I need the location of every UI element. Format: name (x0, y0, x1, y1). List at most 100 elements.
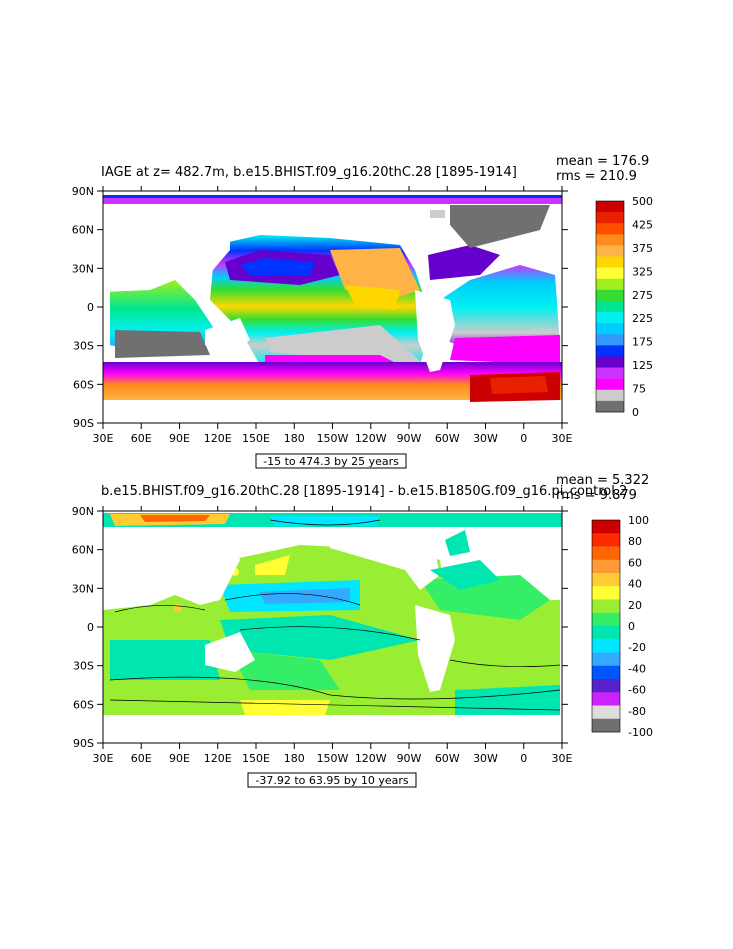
panel-1-y-axis: 90N 60N 30N 0 30S 60S 90S (72, 185, 568, 430)
colorbar-swatch (596, 400, 624, 413)
colorbar-swatch (596, 234, 624, 246)
panel-1-colorbar: 500 425 375 325 275 225 175 125 75 0 (595, 195, 653, 419)
x-tick-label: 60E (131, 752, 152, 765)
colorbar-label: 40 (628, 578, 642, 591)
y-tick-label: 90S (73, 417, 94, 430)
colorbar-label: 325 (632, 265, 653, 278)
y-tick-label: 60S (73, 698, 94, 711)
colorbar-swatch (596, 212, 624, 224)
colorbar-label: 0 (632, 406, 639, 419)
colorbar-swatch (592, 546, 620, 561)
colorbar-label: 175 (632, 336, 653, 349)
y-tick-label: 30N (72, 582, 94, 595)
x-tick-label: 0 (520, 432, 527, 445)
x-tick-label: 30E (552, 432, 573, 445)
x-tick-label: 60W (435, 752, 460, 765)
colorbar-label: 80 (628, 535, 642, 548)
x-tick-label: 30W (473, 432, 498, 445)
colorbar-swatch (596, 312, 624, 324)
colorbar-swatch (592, 718, 620, 733)
colorbar-swatch (592, 520, 620, 534)
y-tick-label: 90N (72, 185, 94, 198)
x-tick-label: 120E (204, 432, 232, 445)
y-tick-label: 60N (72, 224, 94, 237)
colorbar-label: 100 (628, 514, 649, 527)
colorbar-label: 0 (628, 620, 635, 633)
panel-1-rms: rms = 210.9 (556, 169, 637, 184)
colorbar-label: -20 (628, 641, 646, 654)
colorbar-swatch (596, 267, 624, 280)
panel-2-rms: rms = 9.879 (556, 488, 637, 503)
colorbar-swatch (596, 367, 624, 379)
x-tick-label: 60E (131, 432, 152, 445)
x-tick-label: 90E (169, 432, 190, 445)
panel-2-x-axis: 30E 60E 90E 120E 150E 180 150W 120W 90W 60W 30W 0 30… (93, 506, 573, 765)
colorbar-swatch (592, 665, 620, 680)
x-tick-label: 180 (284, 752, 305, 765)
panel-1-x-axis: 30E 60E 90E 120E 150E 180 150W 120W 90W 60W 30W 0 30… (93, 186, 573, 445)
panel-1-map (103, 191, 562, 423)
x-tick-label: 30W (473, 752, 498, 765)
x-tick-label: 30E (552, 752, 573, 765)
colorbar-swatch (596, 356, 624, 368)
x-tick-label: 30E (93, 752, 114, 765)
colorbar-swatch (596, 289, 624, 302)
colorbar-swatch (592, 586, 620, 600)
panel-2-range-box (247, 772, 417, 788)
y-tick-label: 90S (73, 737, 94, 750)
panel-1-title: IAGE at z= 482.7m, b.e15.BHIST.f09_g16.2… (101, 165, 517, 180)
panel-2: b.e15.BHIST.f09_g16.20thC.28 [1895-1914]… (72, 473, 653, 788)
panel-1: IAGE at z= 482.7m, b.e15.BHIST.f09_g16.2… (72, 154, 653, 469)
x-tick-label: 120W (355, 432, 387, 445)
panel-1-mean: mean = 176.9 (556, 154, 649, 169)
colorbar-swatch (596, 334, 624, 346)
colorbar-swatch (592, 692, 620, 706)
y-tick-label: 0 (87, 301, 94, 314)
panel-1-range-box (255, 453, 407, 469)
x-tick-label: 180 (284, 432, 305, 445)
colorbar-label: 75 (632, 383, 646, 396)
colorbar-swatch (592, 573, 620, 587)
colorbar-swatch (596, 300, 624, 313)
colorbar-label: 275 (632, 289, 653, 302)
colorbar-label: 225 (632, 312, 653, 325)
colorbar-swatch (592, 559, 620, 574)
colorbar-label: 125 (632, 359, 653, 372)
panel-1-range-label: -15 to 474.3 by 25 years (263, 455, 399, 468)
colorbar-label: -80 (628, 705, 646, 718)
colorbar-swatch (596, 256, 624, 268)
colorbar-swatch (592, 626, 620, 640)
colorbar-swatch (592, 639, 620, 653)
colorbar-swatch (592, 599, 620, 614)
colorbar-swatch (592, 612, 620, 627)
y-tick-label: 30S (73, 340, 94, 353)
panel-2-colorbar: 100 80 60 40 20 0 -20 -40 -60 -80 -100 (591, 514, 653, 739)
colorbar-swatch (596, 201, 624, 213)
colorbar-label: 500 (632, 195, 653, 208)
colorbar-swatch (592, 679, 620, 693)
x-tick-label: 60W (435, 432, 460, 445)
panel-2-map (103, 511, 562, 743)
colorbar-frame (591, 519, 621, 733)
y-tick-label: 0 (87, 621, 94, 634)
x-tick-label: 120E (204, 752, 232, 765)
x-tick-label: 90W (397, 432, 422, 445)
x-tick-label: 90W (397, 752, 422, 765)
colorbar-swatch (596, 378, 624, 391)
colorbar-swatch (596, 245, 624, 257)
x-tick-label: 0 (520, 752, 527, 765)
colorbar-frame (595, 200, 625, 413)
y-tick-label: 30S (73, 660, 94, 673)
colorbar-swatch (596, 345, 624, 357)
colorbar-label: 60 (628, 556, 642, 569)
x-tick-label: 90E (169, 752, 190, 765)
y-tick-label: 60N (72, 544, 94, 557)
colorbar-label: 20 (628, 599, 642, 612)
panel-2-title: b.e15.BHIST.f09_g16.20thC.28 [1895-1914]… (101, 484, 627, 499)
colorbar-swatch (596, 323, 624, 335)
colorbar-swatch (596, 389, 624, 402)
y-tick-label: 30N (72, 262, 94, 275)
panel-2-range-label: -37.92 to 63.95 by 10 years (255, 774, 409, 787)
colorbar-label: 375 (632, 242, 653, 255)
